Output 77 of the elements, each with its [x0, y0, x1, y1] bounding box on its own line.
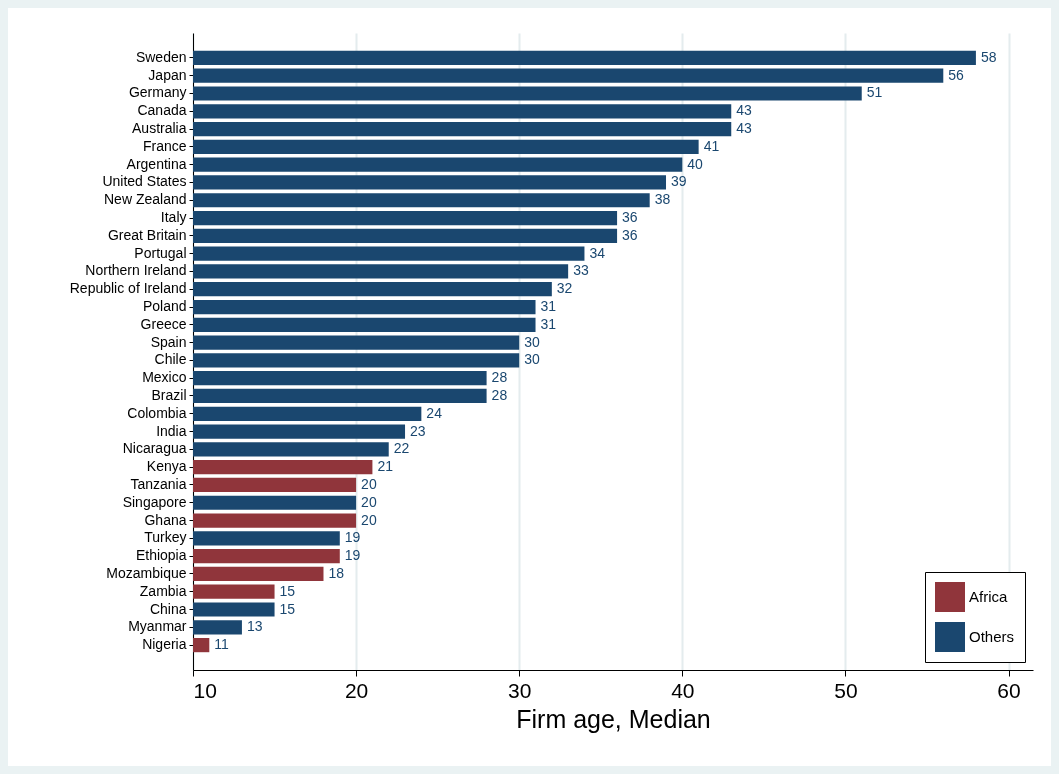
- data-label: 23: [410, 422, 426, 439]
- y-tick-label: Turkey: [144, 529, 187, 546]
- y-tick-label: Ethiopia: [135, 547, 187, 564]
- y-tick-label: Zambia: [139, 582, 187, 599]
- y-tick-label: Argentina: [126, 155, 187, 172]
- y-tick-label: Mexico: [142, 369, 187, 386]
- data-label: 41: [703, 137, 720, 154]
- data-label: 11: [214, 636, 230, 653]
- data-label: 22: [393, 440, 410, 457]
- data-label: 30: [524, 351, 540, 368]
- data-label: 18: [328, 564, 345, 581]
- y-tick-label: Portugal: [134, 244, 187, 261]
- data-label: 33: [573, 262, 589, 279]
- y-tick-label: New Zealand: [104, 191, 187, 208]
- y-tick-label: Republic of Ireland: [69, 280, 187, 297]
- x-tick-label: 50: [834, 678, 858, 702]
- data-label: 20: [361, 493, 377, 510]
- y-tick-label: Ghana: [144, 511, 187, 528]
- data-label: 19: [344, 547, 361, 564]
- x-tick-label: 10: [193, 678, 217, 702]
- y-tick-label: Northern Ireland: [85, 262, 187, 279]
- x-tick-label: 30: [508, 678, 532, 702]
- data-label: 31: [540, 298, 557, 315]
- y-tick-label: Australia: [132, 120, 187, 137]
- y-tick-label: Great Britain: [107, 226, 187, 243]
- data-label: 56: [948, 66, 965, 83]
- legend-label: Others: [969, 628, 1015, 645]
- y-tick-label: Greece: [140, 315, 187, 332]
- y-tick-label: Nigeria: [142, 636, 187, 653]
- y-tick-label: Mozambique: [106, 564, 187, 581]
- data-label: 32: [556, 280, 573, 297]
- y-tick-label: United States: [102, 173, 187, 190]
- y-tick-label: Brazil: [151, 386, 187, 403]
- y-tick-label: Kenya: [146, 458, 187, 475]
- y-tick-label: India: [156, 422, 187, 439]
- data-label: 21: [377, 458, 394, 475]
- y-tick-label: Colombia: [127, 404, 187, 421]
- y-tick-label: France: [142, 137, 187, 154]
- y-tick-label: Poland: [142, 298, 187, 315]
- x-tick-label: 20: [344, 678, 369, 702]
- y-tick-label: Japan: [148, 66, 187, 83]
- data-label: 38: [654, 191, 671, 208]
- legend-label: Africa: [969, 588, 1008, 605]
- x-axis-title: Firm age, Median: [516, 704, 711, 733]
- data-label: 31: [540, 315, 557, 332]
- data-label: 43: [736, 120, 753, 137]
- data-label: 20: [361, 475, 377, 492]
- data-label: 13: [246, 618, 263, 635]
- data-label: 15: [279, 600, 296, 617]
- data-label: 43: [736, 102, 753, 119]
- y-tick-label: Canada: [137, 102, 187, 119]
- data-label: 20: [361, 511, 377, 528]
- data-label: 39: [671, 173, 687, 190]
- data-label: 34: [589, 244, 606, 261]
- x-tick-label: 40: [671, 678, 695, 702]
- y-tick-label: Singapore: [122, 493, 187, 510]
- y-tick-label: Myanmar: [128, 618, 187, 635]
- data-label: 36: [622, 226, 638, 243]
- y-tick-label: Chile: [154, 351, 187, 368]
- data-label: 28: [491, 386, 508, 403]
- data-label: 40: [687, 155, 704, 172]
- y-tick-label: Germany: [128, 84, 187, 101]
- y-tick-label: Nicaragua: [122, 440, 187, 457]
- y-tick-label: Sweden: [135, 48, 187, 65]
- data-label: 19: [344, 529, 361, 546]
- data-label: 36: [622, 209, 638, 226]
- y-tick-label: Tanzania: [130, 475, 187, 492]
- data-label: 15: [279, 582, 296, 599]
- y-tick-label: Spain: [150, 333, 187, 350]
- data-label: 58: [980, 48, 997, 65]
- data-label: 51: [866, 84, 883, 101]
- y-tick-label: Italy: [160, 209, 187, 226]
- data-label: 30: [524, 333, 540, 350]
- x-tick-label: 60: [997, 678, 1021, 702]
- y-tick-label: China: [149, 600, 187, 617]
- data-label: 28: [491, 369, 508, 386]
- data-label: 24: [426, 404, 443, 421]
